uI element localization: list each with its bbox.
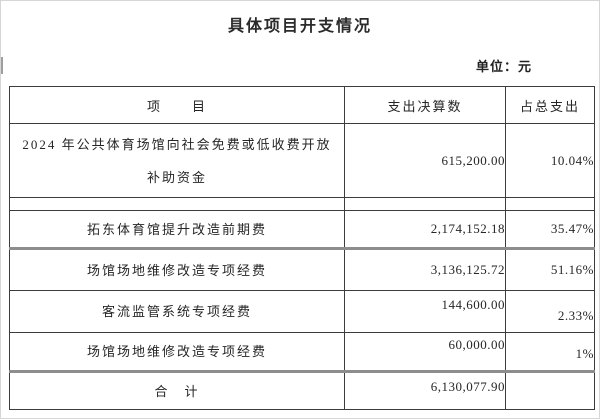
project-name-cell: 2024 年公共体育场馆向社会免费或低收费开放 补助资金 [9,123,345,198]
total-label-cell: 合 计 [9,371,345,410]
percent-cell: 1% [505,332,595,373]
total-amount-value: 6,130,077.90 [430,379,505,394]
amount-value: 2,174,152.18 [430,221,505,236]
spacer-row [9,197,595,211]
spacer-cell [344,197,506,211]
amount-cell: 144,600.00 [344,290,506,333]
spacer-cell [9,197,345,211]
total-row: 合 计 6,130,077.90 [9,371,595,410]
table-row: 场馆场地维修改造专项经费 60,000.00 1% [9,332,595,373]
header-percent: 占总支出 [505,86,595,124]
amount-cell: 2,174,152.18 [344,210,506,250]
scan-artifact [1,57,3,74]
amount-cell: 60,000.00 [344,332,506,373]
amount-value: 3,136,125.72 [430,262,505,277]
spacer-cell [505,197,595,211]
percent-cell: 51.16% [505,248,595,291]
page-title: 具体项目开支情况 [227,18,372,35]
header-row: 项 目 支出决算数 占总支出 [9,86,595,124]
percent-value: 10.04% [550,152,594,168]
percent-value: 51.16% [550,262,594,277]
project-name-cell: 场馆场地维修改造专项经费 [9,248,345,291]
total-amount-cell: 6,130,077.90 [344,371,506,410]
expenditure-table: 项 目 支出决算数 占总支出 2024 年公共体育场馆向社会免费或低收费开放 补… [9,86,595,410]
table-row: 拓东体育馆提升改造前期费 2,174,152.18 35.47% [9,210,595,250]
table-row: 场馆场地维修改造专项经费 3,136,125.72 51.16% [9,248,595,291]
amount-cell: 615,200.00 [344,123,506,198]
header-amount: 支出决算数 [344,86,506,124]
percent-cell: 2.33% [505,290,595,333]
amount-cell: 3,136,125.72 [344,248,506,291]
percent-value: 1% [575,345,594,361]
header-item: 项 目 [9,86,345,124]
table-row: 2024 年公共体育场馆向社会免费或低收费开放 补助资金 615,200.00 … [9,123,595,198]
amount-value: 615,200.00 [441,152,505,168]
unit-label: 单位：元 [475,59,532,74]
project-name-cell: 场馆场地维修改造专项经费 [9,332,345,373]
percent-cell: 35.47% [505,210,595,250]
percent-value: 2.33% [557,307,594,323]
project-name-cell: 拓东体育馆提升改造前期费 [9,210,345,250]
percent-value: 35.47% [550,221,594,236]
amount-value: 60,000.00 [448,336,505,352]
percent-cell: 10.04% [505,123,595,198]
amount-value: 144,600.00 [441,296,505,312]
table-row: 客流监管系统专项经费 144,600.00 2.33% [9,290,595,333]
total-percent-cell [505,371,595,410]
project-name-cell: 客流监管系统专项经费 [9,290,345,333]
